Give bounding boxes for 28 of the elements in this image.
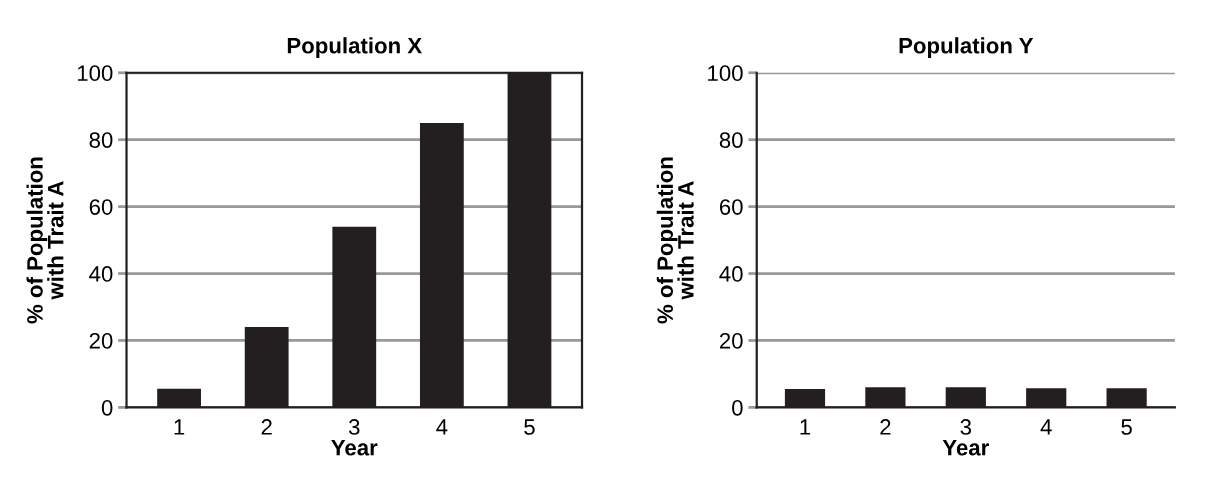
y-tick-label: 60 [89,199,113,215]
x-tick-label: 3 [348,419,360,435]
x-tick-label: 3 [960,419,972,435]
x-tick-label: 5 [1121,419,1132,435]
y-axis-title: % of Population with Trait A [656,157,694,324]
y-tick-label: 100 [77,65,113,82]
x-tick-label: 2 [261,419,272,435]
y-tick-label: 20 [89,333,113,349]
chart-title: Population X [287,37,422,58]
y-tick-label: 20 [719,333,743,349]
chart-title: Population Y [899,37,1034,58]
y-tick-label: 0 [732,399,743,416]
x-tick-label: 4 [1040,419,1052,435]
x-tick-label: 1 [174,419,185,435]
x-axis-title: Year [942,440,989,456]
y-tick-label: 40 [719,266,743,282]
y-tick-label: 100 [708,65,743,82]
y-tick-label: 80 [719,132,743,148]
x-tick-label: 2 [880,419,891,435]
y-axis-title: % of Population with Trait A [26,157,64,324]
x-tick-label: 4 [436,419,448,435]
y-tick-label: 80 [89,132,113,148]
y-tick-label: 60 [719,199,743,215]
x-tick-label: 5 [524,419,535,435]
y-tick-label: 0 [101,399,113,416]
x-axis-title: Year [331,440,378,456]
y-tick-label: 40 [89,266,113,282]
x-tick-label: 1 [800,419,811,435]
